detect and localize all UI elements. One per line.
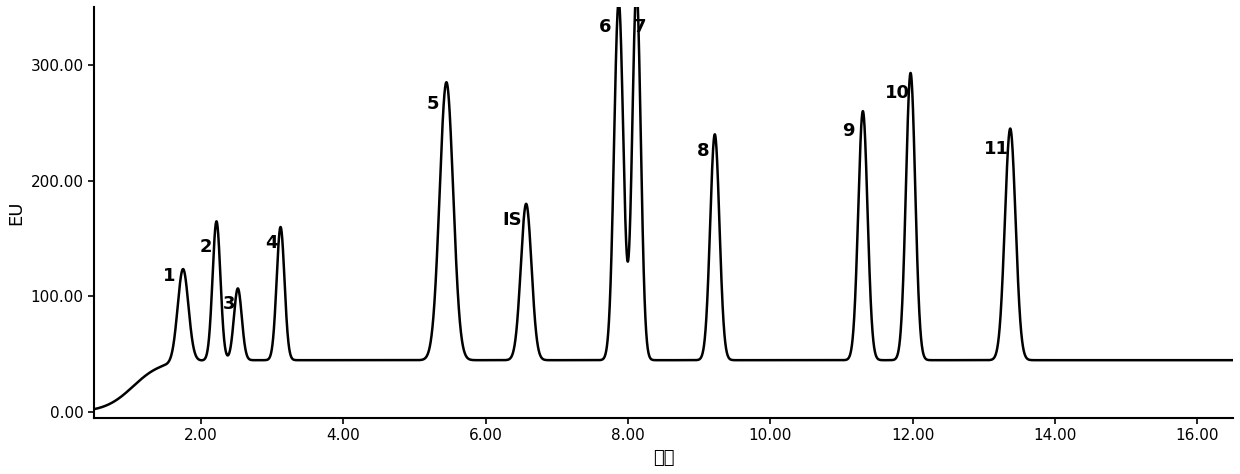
Text: 7: 7 [634, 18, 646, 36]
X-axis label: 分钟: 分钟 [652, 449, 675, 467]
Text: 2: 2 [200, 238, 212, 256]
Text: 9: 9 [842, 122, 854, 140]
Text: 3: 3 [223, 295, 236, 313]
Y-axis label: EU: EU [7, 200, 25, 225]
Text: 5: 5 [427, 95, 439, 113]
Text: 4: 4 [265, 235, 278, 253]
Text: 10: 10 [884, 84, 910, 102]
Text: 11: 11 [983, 139, 1008, 157]
Text: 1: 1 [162, 267, 175, 285]
Text: 6: 6 [599, 18, 611, 36]
Text: 8: 8 [697, 142, 709, 160]
Text: IS: IS [502, 211, 522, 229]
